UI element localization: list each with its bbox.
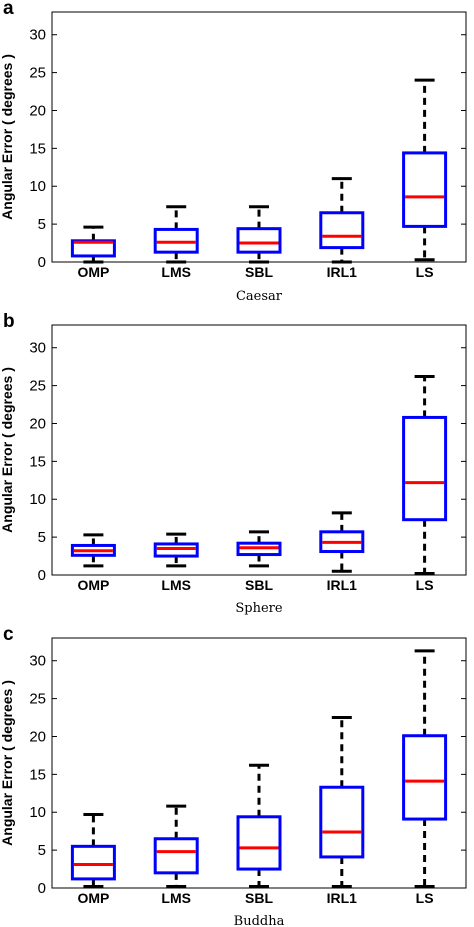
x-tick-label: IRL1 (327, 890, 358, 906)
x-tick-label: LMS (161, 577, 191, 593)
panel-letter: a (3, 0, 14, 19)
box-irl1 (319, 511, 365, 573)
box-omp (70, 813, 116, 888)
x-axis-label: Caesar (236, 289, 283, 304)
y-axis-label: Angular Error ( degrees ) (0, 367, 15, 533)
iqr-box (70, 844, 116, 881)
x-tick-label: LS (416, 890, 434, 906)
y-tick-label: 30 (29, 27, 46, 44)
x-tick-label: OMP (77, 890, 109, 906)
x-tick-label: SBL (245, 577, 273, 593)
y-tick-label: 25 (29, 65, 46, 82)
panel-b: b 0 5 10 15 20 25 30 Angular Error ( degrees ) OM… (0, 311, 467, 616)
box-sbl (236, 205, 282, 264)
y-tick-label: 15 (29, 453, 46, 470)
y-tick-label: 0 (38, 880, 46, 897)
box-ls (402, 649, 448, 888)
y-tick-label: 10 (29, 178, 46, 195)
x-tick-label: OMP (77, 577, 109, 593)
x-tick-label: IRL1 (327, 577, 358, 593)
plot-frame (51, 637, 467, 889)
x-axis-label: Sphere (235, 601, 283, 616)
iqr-box (236, 815, 282, 871)
x-tick-label: OMP (77, 264, 109, 280)
box-lms (153, 205, 199, 264)
iqr-box (402, 415, 448, 522)
iqr-box (70, 239, 116, 258)
y-axis-label: Angular Error ( degrees ) (0, 54, 15, 220)
y-tick-label: 20 (29, 102, 46, 119)
box-ls (402, 375, 448, 575)
x-tick-label: LS (416, 577, 434, 593)
box-ls (402, 78, 448, 262)
panel-letter: c (3, 624, 14, 645)
box-sbl (236, 763, 282, 888)
box-lms (153, 804, 199, 888)
y-tick-label: 0 (38, 254, 46, 271)
y-tick-label: 15 (29, 140, 46, 157)
x-axis-label: Buddha (234, 914, 285, 927)
panel-c: c 0 5 10 15 20 25 30 Angular Error ( degrees ) OM… (0, 624, 467, 927)
box-irl1 (319, 177, 365, 264)
iqr-box (236, 227, 282, 254)
iqr-box (153, 227, 199, 254)
x-tick-label: LS (416, 264, 434, 280)
box-lms (153, 532, 199, 568)
x-tick-label: SBL (245, 890, 273, 906)
x-tick-label: LMS (161, 264, 191, 280)
y-tick-label: 20 (29, 728, 46, 745)
x-tick-label: LMS (161, 890, 191, 906)
panel-letter: b (3, 311, 15, 332)
panel-a: a 0 5 10 15 20 25 30 Angular Error ( degrees ) OM… (0, 0, 467, 304)
y-tick-label: 25 (29, 691, 46, 708)
box-omp (70, 225, 116, 264)
iqr-box (153, 542, 199, 558)
y-tick-label: 20 (29, 415, 46, 432)
y-tick-label: 5 (38, 529, 46, 546)
box-omp (70, 533, 116, 568)
x-tick-label: SBL (245, 264, 273, 280)
iqr-box (153, 837, 199, 875)
y-tick-label: 15 (29, 766, 46, 783)
x-tick-label: IRL1 (327, 264, 358, 280)
iqr-box (402, 151, 448, 228)
y-tick-label: 10 (29, 491, 46, 508)
y-tick-label: 30 (29, 653, 46, 670)
box-sbl (236, 530, 282, 568)
iqr-box (319, 211, 365, 250)
y-tick-label: 0 (38, 567, 46, 584)
y-tick-label: 5 (38, 842, 46, 859)
y-tick-label: 25 (29, 378, 46, 395)
iqr-box (319, 785, 365, 859)
y-axis-label: Angular Error ( degrees ) (0, 680, 15, 846)
iqr-box (402, 734, 448, 821)
y-tick-label: 10 (29, 804, 46, 821)
plot-frame (51, 324, 467, 576)
y-tick-label: 30 (29, 340, 46, 357)
y-tick-label: 5 (38, 216, 46, 233)
box-irl1 (319, 716, 365, 888)
